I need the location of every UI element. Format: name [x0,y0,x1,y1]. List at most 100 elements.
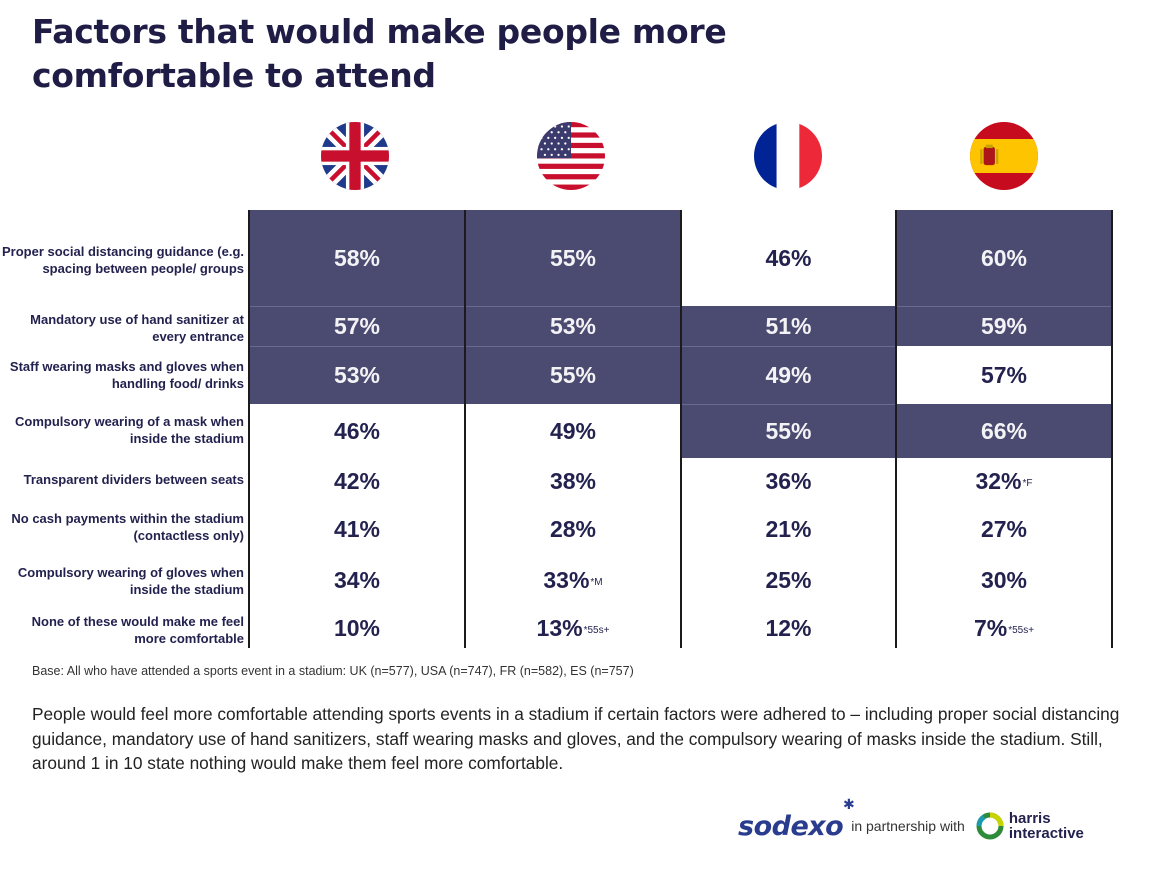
value-cell-es: 60% [896,210,1112,306]
value-cell-uk: 58% [249,210,465,306]
value-cell-es: 57% [896,346,1112,404]
value-cell-fr: 36% [681,458,896,505]
partner-text: in partnership with [851,818,965,834]
value-label: 53% [549,313,597,339]
france-flag-icon [754,122,822,190]
sodexo-logo: sodexo ✱ [738,797,855,842]
value-label: 55% [765,418,812,444]
sodexo-wordmark: sodexo [738,810,844,842]
significance-note: *M [590,577,603,588]
value-label: 36% [765,468,812,494]
value-cell-usa: 28% [465,505,681,553]
value-label: 42% [333,468,381,494]
column-divider [1111,210,1113,648]
value-cell-fr: 46% [681,210,896,306]
harris-line-1: harris [1008,810,1051,827]
value-label: 49% [765,362,812,388]
value-label: 46% [333,417,381,444]
value-label: 10% [333,614,381,641]
base-note: Base: All who have attended a sports eve… [32,664,634,678]
row-label: Staff wearing masks and gloves when hand… [9,359,244,391]
value-label: 25% [765,567,812,593]
value-cell-uk: 34% [249,553,465,608]
harris-interactive-logo: harris interactive [975,811,1084,841]
value-cell-uk: 53% [249,346,465,404]
value-label: 30% [980,567,1028,593]
value-label: 46% [765,244,812,271]
value-cell-uk: 46% [249,404,465,458]
value-cell-usa: 13% *55s+ [465,608,681,648]
value-label: 66% [980,417,1028,444]
significance-note: *55s+ [1008,624,1035,636]
row-label: Compulsory wearing of a mask when inside… [15,414,244,446]
value-label: 34% [333,567,381,593]
value-label: 57% [980,361,1028,388]
value-label: 33% [543,567,590,593]
value-cell-fr: 51% [681,306,896,346]
column-divider [248,210,250,648]
value-cell-fr: 55% [681,404,896,458]
harris-ring-icon [976,812,1004,840]
uk-flag-icon [321,122,389,190]
value-cell-fr: 12% [681,608,896,648]
value-label: 55% [549,362,597,388]
significance-note: *55s+ [583,624,610,636]
value-label: 49% [549,417,597,444]
value-cell-usa: 53% [465,306,681,346]
value-cell-uk: 10% [249,608,465,648]
value-cell-uk: 42% [249,458,465,505]
row-label: None of these would make me feel more co… [31,614,244,646]
value-label: 60% [980,244,1028,271]
value-label: 21% [765,515,812,542]
row-label: Mandatory use of hand sanitizer at every… [30,312,244,344]
value-cell-es: 27% [896,505,1112,553]
footer-logos: sodexo ✱ in partnership with harris inte… [738,797,1084,846]
value-label: 32% [975,468,1022,494]
value-cell-usa: 49% [465,404,681,458]
value-label: 12% [765,614,812,641]
value-label: 53% [333,362,381,388]
row-label: Compulsory wearing of gloves when inside… [17,565,244,597]
value-cell-fr: 49% [681,346,896,404]
value-cell-fr: 21% [681,505,896,553]
column-divider [895,210,897,648]
significance-note: *F [1022,478,1033,489]
value-cell-es: 7% *55s+ [896,608,1112,648]
value-cell-fr: 25% [681,553,896,608]
value-cell-usa: 33% *M [465,553,681,608]
summary-text: People would feel more comfortable atten… [32,704,1120,773]
page-title: Factors that would make people more comf… [32,10,727,98]
us-flag-icon [537,122,605,190]
value-cell-usa: 55% [465,346,681,404]
value-label: 59% [980,313,1028,339]
value-label: 27% [980,515,1028,542]
row-label: Transparent dividers between seats [23,471,244,487]
value-cell-usa: 38% [465,458,681,505]
value-cell-es: 30% [896,553,1112,608]
row-label: No cash payments within the stadium (con… [11,511,244,543]
title-line-2: comfortable to attend [32,56,436,95]
value-label: 38% [549,468,597,494]
column-divider [680,210,682,648]
column-divider [464,210,466,648]
value-cell-uk: 41% [249,505,465,553]
value-label: 41% [333,515,381,542]
title-line-1: Factors that would make people more [32,12,727,51]
harris-line-2: interactive [1008,825,1084,842]
value-label: 28% [549,515,597,542]
value-cell-uk: 57% [249,306,465,346]
value-label: 13% [536,614,583,641]
value-cell-es: 59% [896,306,1112,346]
results-table: Proper social distancing guidance (e.g. … [2,210,1113,648]
value-label: 58% [333,244,381,271]
value-label: 51% [765,312,812,339]
value-label: 57% [333,313,381,339]
spain-flag-icon [970,122,1038,190]
value-label: 7% [973,614,1008,641]
row-label: Proper social distancing guidance (e.g. … [2,244,244,276]
value-cell-usa: 55% [465,210,681,306]
value-cell-es: 66% [896,404,1112,458]
value-label: 55% [549,244,597,271]
star-icon: ✱ [843,796,855,813]
value-cell-es: 32% *F [896,458,1112,505]
